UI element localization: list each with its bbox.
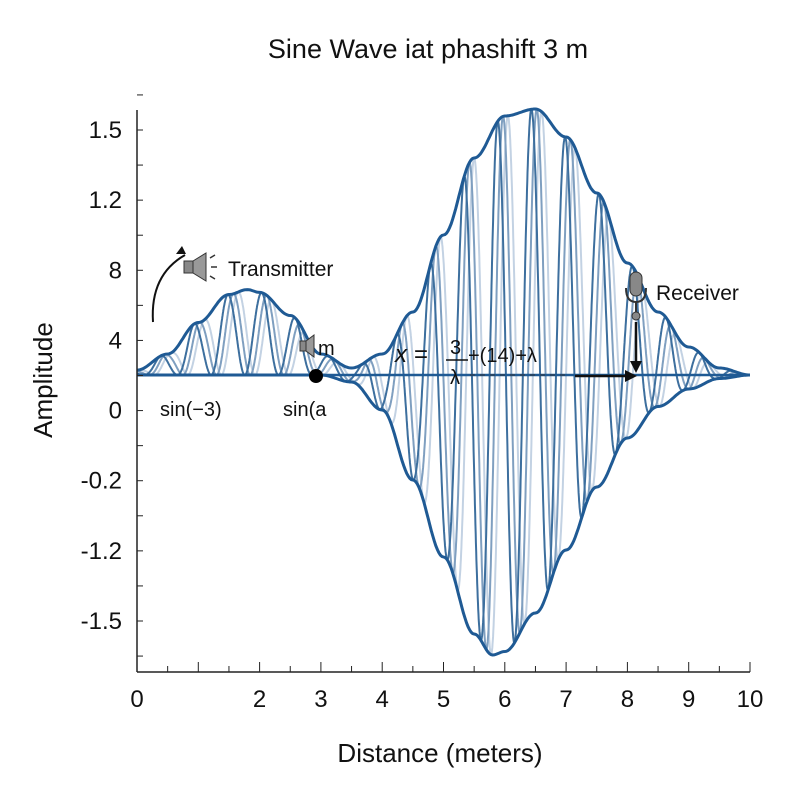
formula-denominator: λ: [450, 367, 460, 389]
x-tick-label: 4: [376, 686, 389, 713]
curved-arrow: [151, 254, 186, 323]
x-tick-label: 7: [559, 686, 572, 713]
formula-lhs: x =: [394, 341, 428, 368]
formula: x = 3 λ +(14)+λ: [394, 337, 537, 389]
formula-rest: +(14)+λ: [468, 345, 537, 367]
horizontal-arrow-head: [625, 370, 637, 382]
y-tick-label: 0: [109, 398, 122, 425]
microphone-icon: [625, 271, 647, 321]
y-tick-label: -1.5: [81, 608, 122, 635]
x-tick-label: 8: [621, 686, 634, 713]
y-tick-label: 1.5: [89, 117, 122, 144]
y-tick-label: -1.2: [81, 538, 122, 565]
y-tick-label: 4: [109, 327, 122, 354]
x-tick-label: 0: [130, 686, 143, 713]
upper-envelope: [136, 107, 750, 377]
y-ticks: -1.5 -1.2 -0.2 0 4 8 1.2 1.5: [81, 94, 143, 657]
formula-numerator: 3: [450, 337, 461, 359]
y-axis-label: Amplitude: [28, 322, 58, 438]
envelopes: [136, 107, 750, 657]
sin-mid-label: sin(a: [283, 399, 327, 421]
x-tick-label: 5: [437, 686, 450, 713]
curved-arrow-head: [176, 246, 186, 254]
y-tick-label: -0.2: [81, 468, 122, 495]
marker-point: [309, 369, 323, 383]
receiver-down-arrow-head: [630, 361, 642, 373]
x-ticks: 0 2 3 4 5 6 7 8 9 10: [130, 662, 763, 713]
y-tick-label: 8: [109, 257, 122, 284]
x-tick-label: 2: [253, 686, 266, 713]
x-tick-label: 6: [498, 686, 511, 713]
x-tick-label: 9: [682, 686, 695, 713]
transmitter-label: Transmitter: [228, 258, 333, 281]
sin-left-label: sin(−3): [160, 399, 222, 421]
x-axis-label: Distance (meters): [337, 738, 542, 768]
wave-lines: [136, 107, 750, 656]
x-tick-label: 3: [314, 686, 327, 713]
x-tick-label: 10: [737, 686, 764, 713]
receiver-label: Receiver: [656, 282, 739, 305]
wave-series-1: [136, 107, 750, 652]
y-tick-label: 1.2: [89, 187, 122, 214]
speaker-m-label: m: [318, 338, 335, 360]
speaker-icon: [183, 252, 217, 282]
chart-title: Sine Wave iat phashift 3 m: [268, 34, 588, 64]
small-speaker-icon: [299, 334, 315, 358]
